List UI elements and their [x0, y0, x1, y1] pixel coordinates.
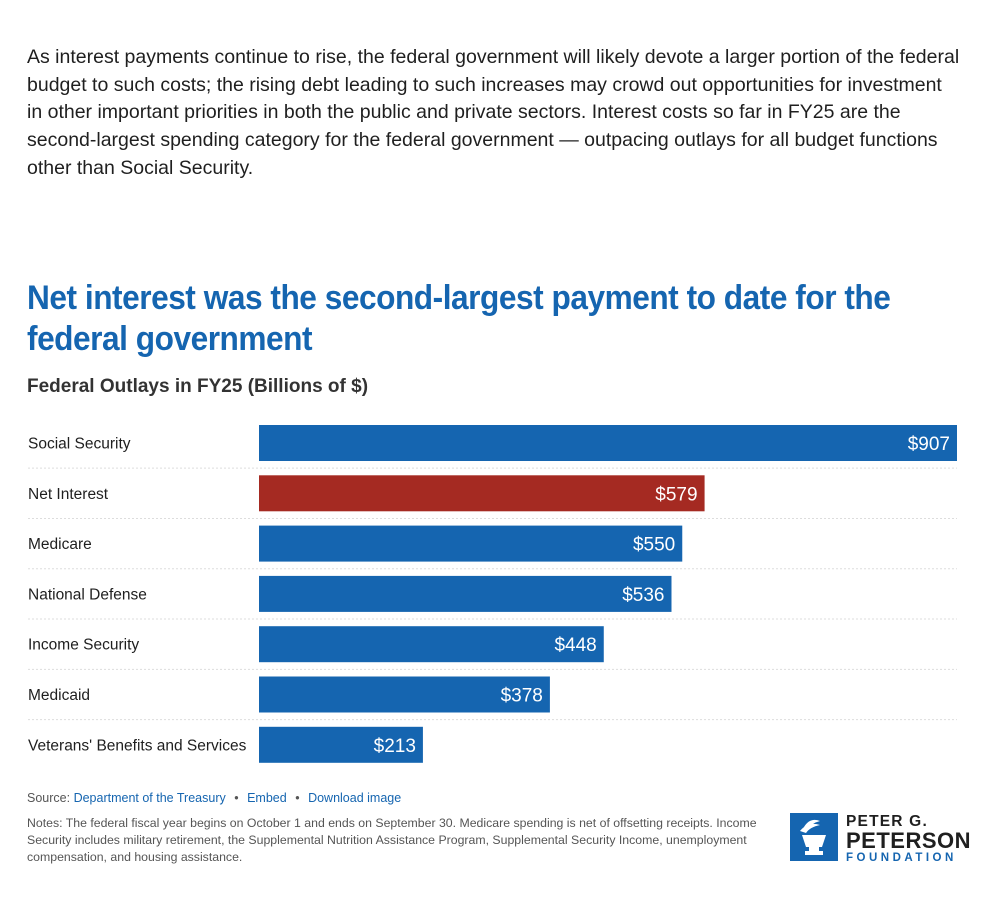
bar[interactable]: [259, 726, 423, 763]
separator: •: [295, 791, 300, 805]
value-label: $907: [908, 434, 950, 455]
bar[interactable]: [259, 575, 672, 612]
bar[interactable]: [259, 525, 683, 562]
torch-icon: [790, 813, 838, 861]
category-label: Social Security: [28, 436, 131, 453]
category-label: Income Security: [28, 637, 139, 654]
logo-line1: PETER G.: [846, 813, 928, 830]
value-label: $378: [501, 686, 543, 707]
bar[interactable]: [259, 475, 705, 512]
value-label: $579: [655, 484, 697, 505]
bar-chart: Social Security $907 Net Interest $579 Medic…: [28, 425, 957, 763]
logo-line2: PETERSON: [846, 828, 972, 853]
category-label: National Defense: [28, 586, 147, 603]
bar[interactable]: [259, 626, 604, 663]
separator: •: [234, 791, 239, 805]
category-label: Medicare: [28, 536, 92, 553]
source-prefix: Source:: [27, 791, 71, 805]
value-label: $448: [554, 635, 596, 656]
value-label: $536: [622, 585, 664, 606]
chart-notes: Notes: The federal fiscal year begins on…: [27, 816, 757, 864]
logo-text: PETER G. PETERSON FOUNDATION: [846, 813, 971, 865]
source-line: Source: Department of the Treasury • Emb…: [27, 791, 401, 805]
chart-title: Net interest was the second-largest paym…: [27, 279, 891, 358]
intro-paragraph: As interest payments continue to rise, t…: [27, 46, 960, 179]
logo-line3: FOUNDATION: [846, 852, 957, 864]
chart-subtitle: Federal Outlays in FY25 (Billions of $): [27, 376, 369, 397]
category-label: Net Interest: [28, 486, 109, 503]
source-link[interactable]: Department of the Treasury: [73, 791, 226, 805]
embed-link[interactable]: Embed: [247, 791, 287, 805]
download-image-link[interactable]: Download image: [308, 791, 402, 805]
category-label: Medicaid: [28, 687, 90, 704]
bar[interactable]: [259, 676, 550, 713]
bar[interactable]: [259, 425, 957, 461]
value-label: $213: [374, 736, 416, 757]
value-label: $550: [633, 535, 675, 556]
category-label: Veterans' Benefits and Services: [28, 737, 247, 754]
peterson-foundation-logo[interactable]: PETER G. PETERSON FOUNDATION: [790, 813, 971, 864]
